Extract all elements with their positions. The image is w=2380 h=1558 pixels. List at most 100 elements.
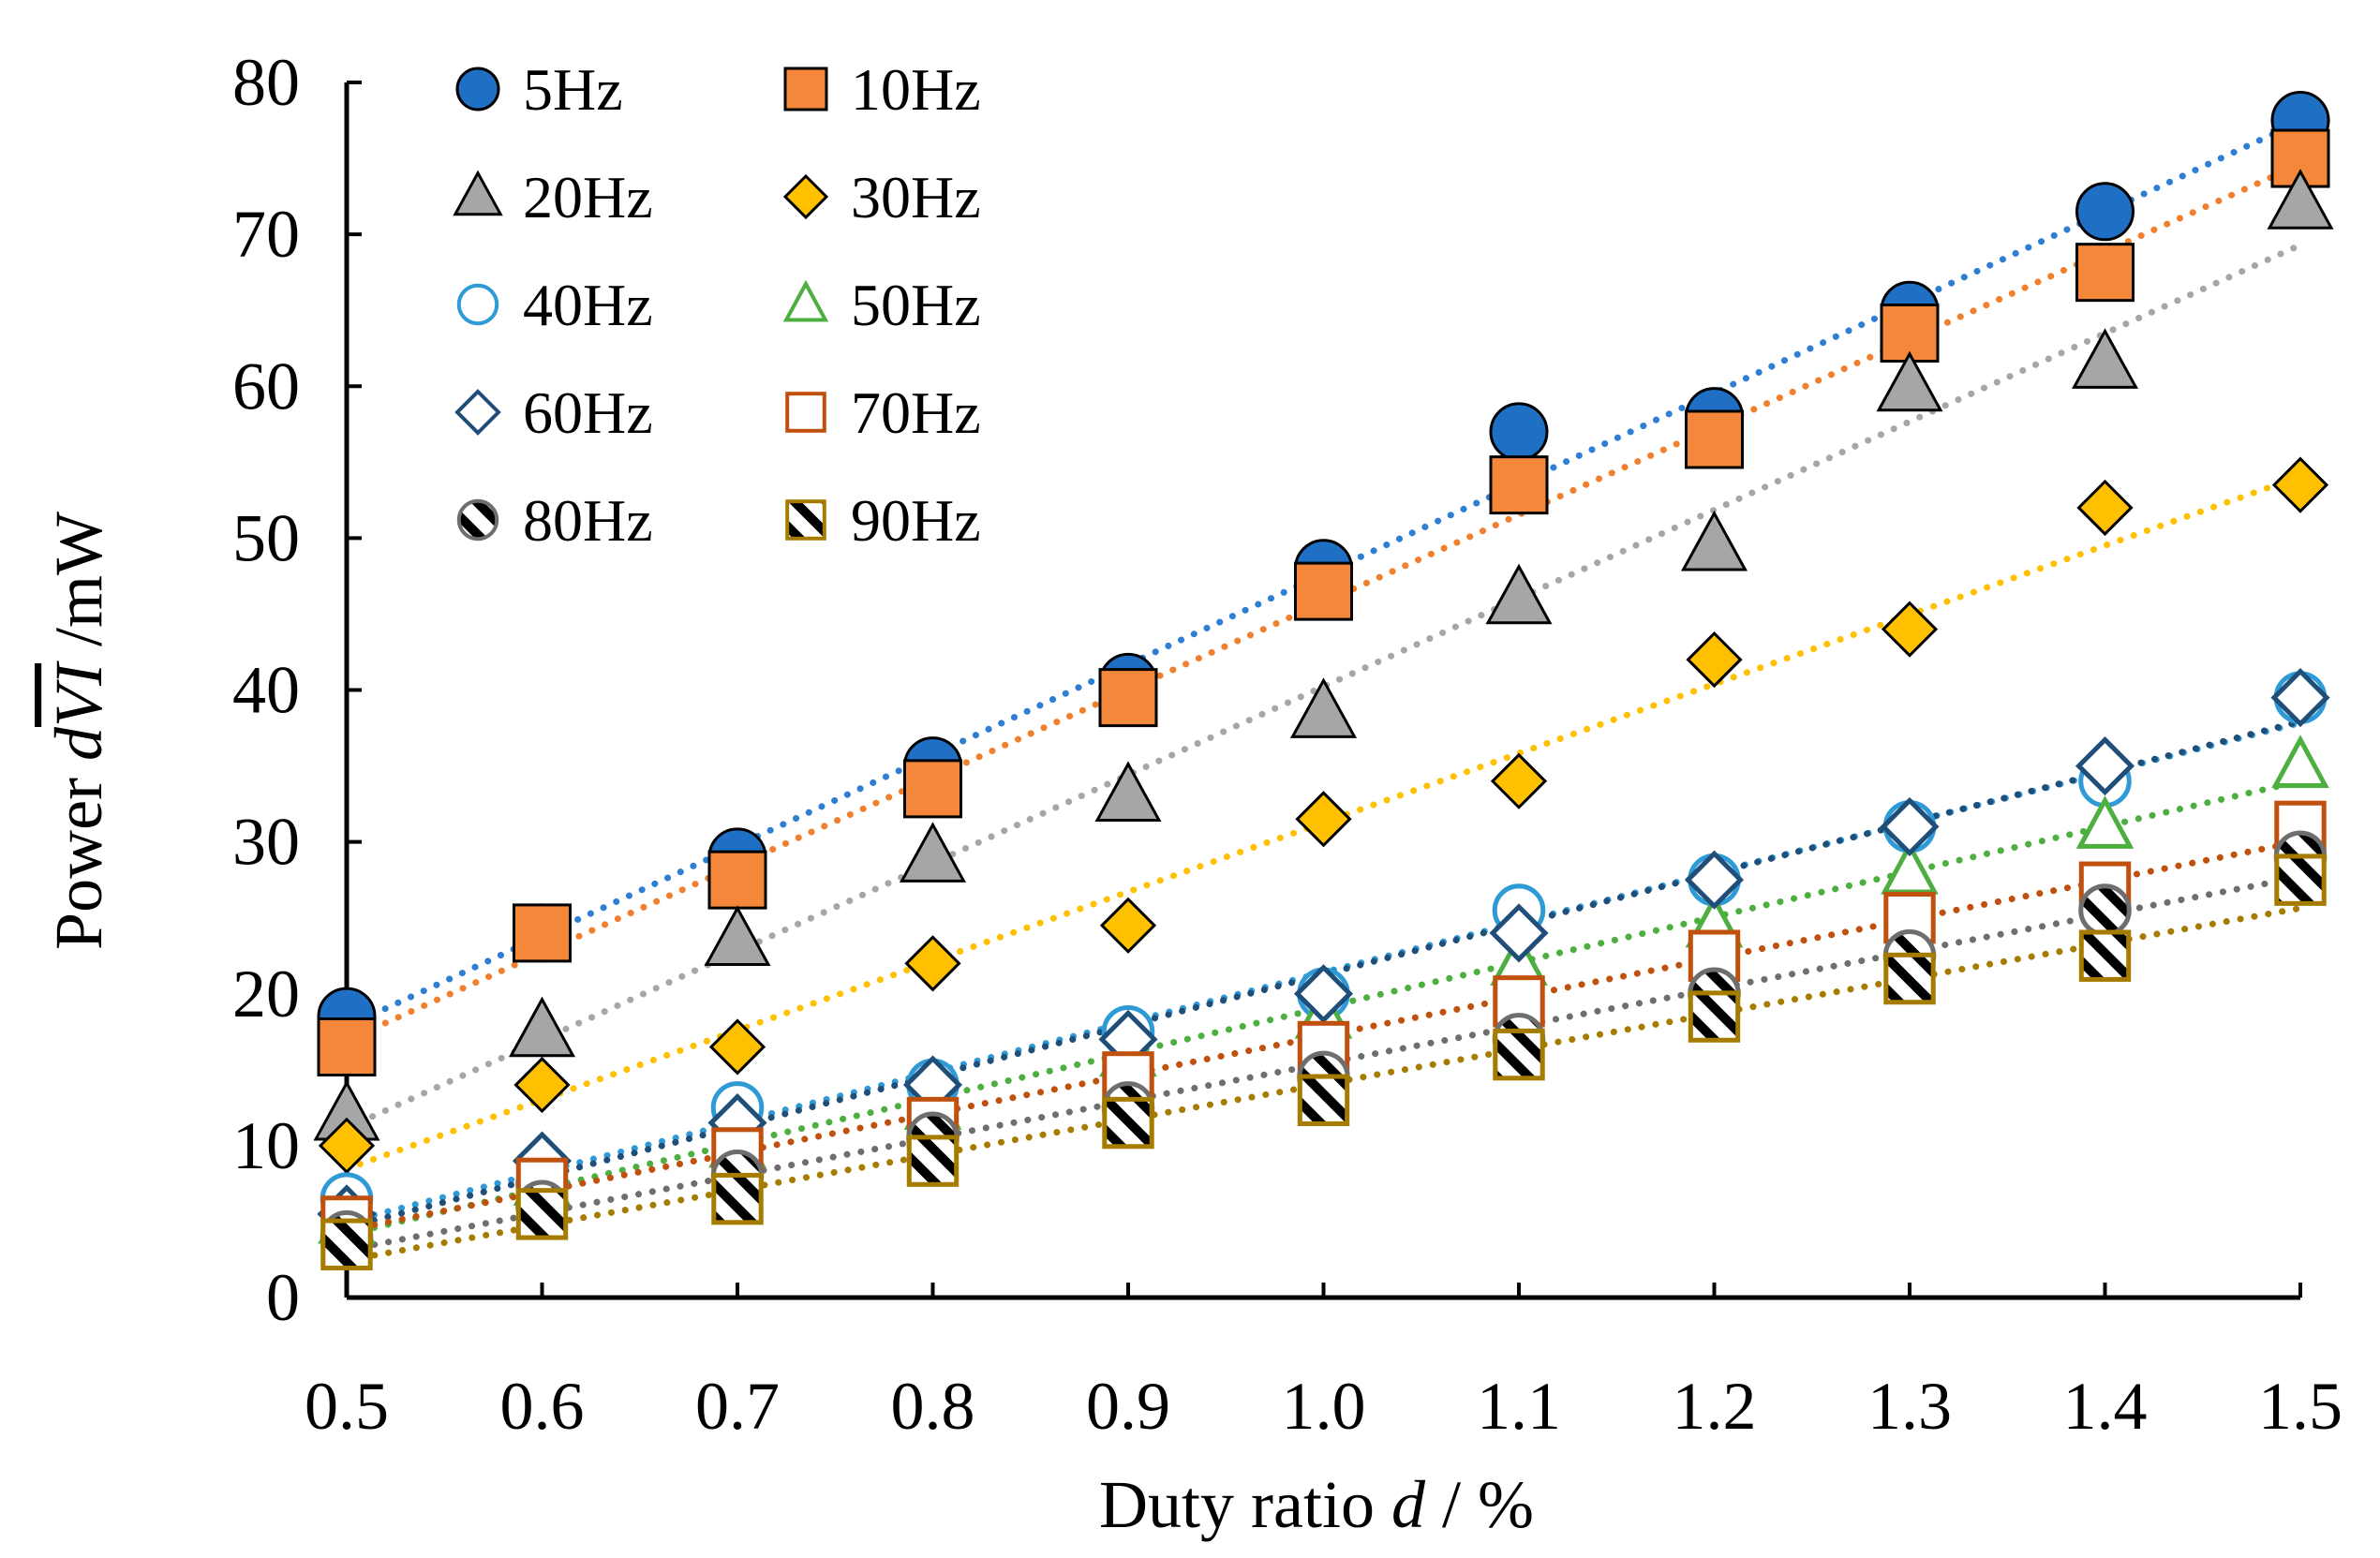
data-point (2075, 735, 2135, 796)
data-point (1680, 510, 1748, 571)
data-point (320, 1218, 373, 1270)
data-point (2071, 328, 2139, 389)
series-70Hz (320, 800, 2327, 1248)
data-point (2078, 929, 2132, 982)
trendline-30Hz (343, 472, 2304, 1173)
legend-marker (785, 499, 826, 541)
data-point (1883, 952, 1936, 1005)
trendline-10Hz (343, 160, 2304, 1044)
data-point (708, 1018, 766, 1076)
data-point (2271, 456, 2329, 513)
legend-label: 50Hz (851, 272, 981, 338)
data-point (2270, 668, 2330, 728)
data-point (317, 1016, 377, 1076)
data-point (1293, 964, 1354, 1024)
y-tick-label: 40 (232, 653, 300, 728)
legend-label: 90Hz (851, 487, 981, 554)
data-point (1489, 402, 1549, 462)
data-point (1490, 752, 1548, 809)
data-point (508, 996, 576, 1058)
y-tick-label: 50 (232, 500, 300, 575)
data-point (513, 903, 572, 963)
series-10Hz (317, 128, 2330, 1076)
data-point (2075, 795, 2135, 849)
data-point (1881, 601, 1939, 658)
legend-label: 60Hz (523, 379, 653, 446)
legend-marker (782, 173, 829, 220)
x-tick-label: 0.9 (1086, 1369, 1170, 1444)
legend-item-70Hz: 70Hz (785, 379, 981, 446)
legend-marker (454, 389, 501, 436)
legend-marker (785, 392, 826, 433)
x-tick-label: 0.6 (500, 1369, 585, 1444)
legend-item-80Hz: 80Hz (456, 487, 653, 554)
legend-item-10Hz: 10Hz (783, 56, 981, 123)
legend-item-90Hz: 90Hz (785, 487, 981, 554)
data-point (2078, 883, 2132, 937)
data-point (1094, 761, 1162, 822)
y-tick-label: 20 (232, 957, 300, 1031)
data-point (2075, 243, 2135, 303)
legend-marker (782, 279, 829, 322)
legend-item-20Hz: 20Hz (453, 164, 653, 230)
x-tick-label: 1.4 (2063, 1369, 2148, 1444)
legend-item-5Hz: 5Hz (455, 56, 623, 123)
legend-item-50Hz: 50Hz (782, 272, 981, 338)
y-tick-label: 0 (266, 1260, 300, 1335)
data-point (1098, 668, 1158, 728)
legend-label: 70Hz (851, 379, 981, 446)
x-tick-label: 0.5 (305, 1369, 389, 1444)
legend-label: 5Hz (523, 56, 623, 123)
trendline-80Hz (343, 873, 2304, 1254)
series-20Hz (313, 169, 2334, 1141)
x-tick-label: 1.0 (1282, 1369, 1366, 1444)
legend-item-40Hz: 40Hz (456, 272, 653, 338)
legend-label: 40Hz (523, 272, 653, 338)
x-axis-label: Duty ratio d / % (1099, 1467, 1534, 1542)
legend-marker (455, 67, 500, 111)
x-tick-label: 1.5 (2258, 1369, 2343, 1444)
data-point (2075, 182, 2135, 242)
data-point (1684, 850, 1745, 910)
legend-label: 30Hz (851, 164, 981, 230)
data-point (1876, 350, 1943, 412)
legend-marker (456, 498, 499, 542)
data-point (1685, 409, 1744, 469)
data-point (906, 1135, 959, 1187)
legend-label: 10Hz (851, 56, 981, 123)
x-tick-label: 1.1 (1477, 1369, 1561, 1444)
data-point (1880, 796, 1940, 856)
data-point (1289, 677, 1358, 738)
y-tick-label: 70 (232, 197, 300, 272)
data-point (899, 822, 967, 883)
data-point (513, 1056, 571, 1114)
data-point (707, 850, 767, 910)
data-point (1099, 897, 1157, 954)
data-point (711, 1172, 764, 1225)
y-tick-label: 10 (232, 1108, 300, 1183)
x-tick-label: 1.3 (1867, 1369, 1952, 1444)
data-point (1102, 1096, 1154, 1150)
legend-item-30Hz: 30Hz (782, 164, 981, 230)
data-point (903, 759, 962, 819)
data-point (1485, 563, 1553, 625)
series-90Hz (320, 853, 2327, 1270)
axis-titles: Duty ratio d / % Power dVI /mW (41, 512, 1534, 1542)
x-tick-label: 0.8 (891, 1369, 975, 1444)
legend-marker (456, 283, 499, 326)
legend-item-60Hz: 60Hz (454, 379, 653, 446)
data-point (2274, 853, 2327, 906)
legend-label: 80Hz (523, 487, 653, 554)
legend-marker (783, 67, 828, 111)
data-point (1294, 561, 1353, 621)
legend-label: 20Hz (523, 164, 653, 230)
data-point (515, 1188, 569, 1240)
data-point (1688, 990, 1741, 1043)
data-point (1295, 791, 1352, 848)
data-point (2076, 479, 2134, 537)
series-40Hz (320, 671, 2328, 1225)
legend-marker (453, 170, 503, 216)
data-point (1489, 903, 1549, 963)
data-point (704, 905, 771, 967)
